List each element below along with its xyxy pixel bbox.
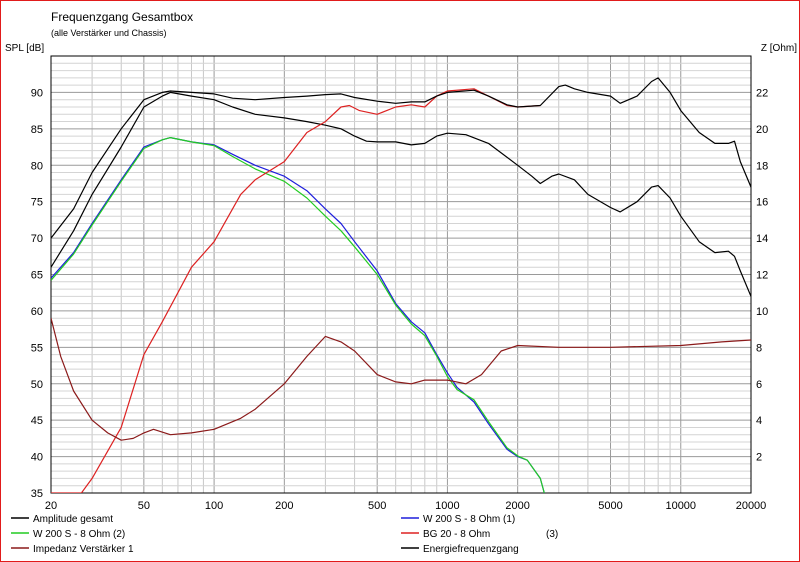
y-tick-label-right: 8 — [756, 342, 762, 354]
y-tick-label-left: 40 — [31, 452, 43, 464]
x-tick-label: 200 — [275, 500, 293, 512]
legend-label: BG 20 - 8 Ohm — [423, 529, 490, 540]
y-tick-label-left: 50 — [31, 379, 43, 391]
legend-label: W 200 S - 8 Ohm (1) — [423, 514, 515, 525]
legend-label: Energiefrequenzgang — [423, 544, 519, 555]
series-line-1 — [51, 91, 751, 297]
x-tick-label: 50 — [138, 500, 150, 512]
y-tick-label-right: 4 — [756, 415, 762, 427]
legend-note: (3) — [546, 529, 558, 540]
plot-border — [50, 55, 752, 494]
y-tick-label-left: 65 — [31, 270, 43, 282]
y-tick-label-right: 6 — [756, 379, 762, 391]
series-line-5 — [51, 318, 751, 441]
y-tick-label-left: 35 — [31, 488, 43, 500]
chart-subtitle: (alle Verstärker und Chassis) — [51, 28, 167, 38]
y-tick-label-left: 85 — [31, 124, 43, 136]
y-tick-label-left: 90 — [31, 87, 43, 99]
y-tick-label-left: 55 — [31, 342, 43, 354]
y-tick-label-right: 20 — [756, 124, 768, 136]
x-tick-label: 1000 — [435, 500, 459, 512]
x-tick-label: 10000 — [665, 500, 696, 512]
y-tick-label-left: 70 — [31, 233, 43, 245]
legend-label: Amplitude gesamt — [33, 514, 113, 525]
x-tick-label: 100 — [205, 500, 223, 512]
x-tick-label: 20 — [45, 500, 57, 512]
series-line-6 — [51, 77, 751, 239]
y-tick-label-left: 80 — [31, 160, 43, 172]
y-axis-label-right: Z [Ohm] — [761, 43, 797, 54]
legend-label: Impedanz Verstärker 1 — [33, 544, 134, 555]
y-axis-label-left: SPL [dB] — [5, 43, 44, 54]
x-tick-label: 5000 — [598, 500, 622, 512]
y-tick-label-right: 16 — [756, 197, 768, 209]
y-tick-label-right: 14 — [756, 233, 768, 245]
x-tick-label: 20000 — [736, 500, 767, 512]
chart-title: Frequenzgang Gesamtbox — [51, 10, 193, 24]
series-line-3 — [51, 137, 545, 493]
y-tick-label-right: 18 — [756, 160, 768, 172]
y-tick-label-right: 10 — [756, 306, 768, 318]
y-tick-label-left: 60 — [31, 306, 43, 318]
x-tick-label: 500 — [368, 500, 386, 512]
y-tick-label-right: 2 — [756, 452, 762, 464]
x-tick-label: 2000 — [505, 500, 529, 512]
y-tick-label-left: 45 — [31, 415, 43, 427]
legend-label: W 200 S - 8 Ohm (2) — [33, 529, 125, 540]
y-tick-label-left: 75 — [31, 197, 43, 209]
series-line-4 — [51, 88, 541, 493]
y-tick-label-right: 22 — [756, 87, 768, 99]
y-tick-label-right: 12 — [756, 270, 768, 282]
